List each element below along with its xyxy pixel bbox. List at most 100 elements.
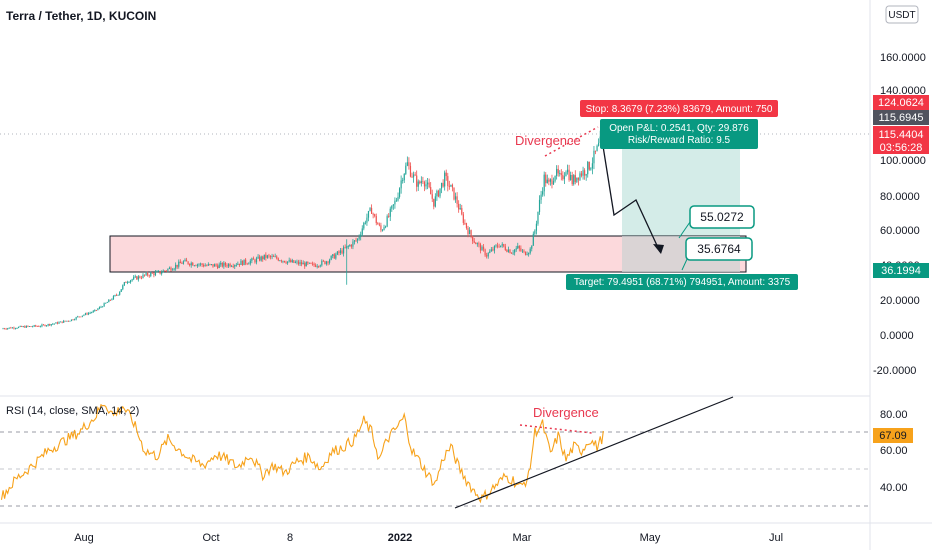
candle-body [439, 188, 441, 197]
candle-body [492, 249, 494, 251]
time-axis[interactable]: Aug Oct 8 2022 Mar May Jul [74, 532, 783, 544]
candle-body [125, 282, 127, 283]
rsi-trendline[interactable] [454, 396, 734, 509]
candle-body [501, 244, 503, 246]
countdown-text: 03:56:28 [880, 142, 923, 154]
candle-body [434, 196, 436, 207]
candle-body [56, 322, 59, 324]
candle-body [532, 233, 534, 246]
candle-body [360, 234, 362, 237]
candle-body [280, 260, 282, 262]
candle-body [557, 168, 559, 174]
candle-body [517, 245, 519, 249]
candle-body [349, 245, 351, 247]
candle-body [18, 326, 20, 328]
rsi-divergence-label[interactable]: Divergence [533, 405, 599, 420]
candle-body [210, 264, 213, 265]
price-divergence-label[interactable]: Divergence [515, 133, 581, 148]
candle-body [593, 150, 595, 164]
candle-body [428, 182, 430, 188]
candle-body [335, 254, 337, 259]
candle-body [414, 174, 416, 176]
price-callout-1[interactable]: 55.0272 [678, 205, 755, 239]
candle-body [510, 253, 513, 254]
candle-body [475, 242, 477, 245]
candle-body [330, 255, 332, 260]
candle-body [49, 324, 51, 326]
candle-body [98, 307, 101, 309]
candle-body [392, 204, 394, 206]
price-tick: 60.0000 [880, 225, 920, 237]
candle-body [598, 142, 600, 146]
candle-body [276, 256, 278, 259]
candle-body [257, 256, 259, 259]
candle-body [389, 208, 391, 217]
candle-body [361, 228, 363, 235]
candle-body [97, 308, 99, 311]
candle-body [332, 254, 334, 256]
candle-body [444, 172, 446, 187]
candle-body [164, 270, 166, 272]
stop-label[interactable]: Stop: 8.3679 (7.23%) 83679, Amount: 750 [580, 100, 778, 117]
target-label[interactable]: Target: 79.4951 (68.71%) 794951, Amount:… [566, 274, 798, 290]
candle-body [417, 181, 419, 187]
candle-body [420, 181, 422, 184]
candle-body [204, 265, 206, 267]
symbol-title[interactable]: Terra / Tether, 1D, KUCOIN [6, 9, 156, 23]
time-tick: 2022 [388, 532, 412, 544]
currency-button[interactable]: USDT [885, 5, 919, 24]
candle-body [374, 214, 376, 217]
candle-body [140, 277, 143, 279]
rsi-label[interactable]: RSI (14, close, SMA, 14, 2) [6, 405, 139, 417]
candle-body [115, 295, 118, 296]
candle-body [5, 328, 7, 330]
candle-body [422, 181, 424, 183]
candle-body [411, 176, 413, 178]
rsi-axis[interactable]: 80.00 60.00 40.00 [880, 409, 908, 494]
candle-body [105, 302, 107, 304]
candle-body [430, 187, 432, 195]
price-tick: 100.0000 [880, 155, 926, 167]
rsi-line[interactable] [0, 403, 604, 504]
candle-body [302, 262, 304, 265]
candle-body [458, 203, 460, 210]
candle-body [112, 296, 115, 300]
price-tick: 140.0000 [880, 85, 926, 97]
candle-body [66, 320, 68, 322]
candle-body [316, 266, 318, 267]
time-tick: Mar [513, 532, 532, 544]
candle-body [548, 179, 550, 182]
projection-arrow[interactable] [602, 145, 664, 254]
candle-body [467, 228, 469, 235]
candle-body [363, 222, 365, 229]
candle-body [137, 276, 139, 280]
candle-body [594, 150, 597, 152]
last-price-badge: 115.4404 03:56:28 [873, 126, 929, 154]
candle-body [453, 187, 455, 200]
candle-body [181, 263, 183, 264]
candle-body [514, 249, 516, 253]
candle-body [245, 259, 247, 264]
candle-body [14, 328, 17, 330]
candle-body [279, 260, 281, 262]
price-callout-2[interactable]: 35.6764 [681, 237, 753, 271]
candle-body [378, 224, 380, 226]
candle-body [500, 245, 502, 247]
pnl-label[interactable]: Open P&L: 0.2541, Qty: 29.876 Risk/Rewar… [600, 119, 758, 149]
currency-button-label: USDT [888, 10, 915, 21]
candle-body [566, 169, 569, 173]
candle-body [229, 263, 231, 267]
candle-body [440, 182, 443, 189]
candle-body [184, 259, 186, 262]
candle-body [243, 259, 245, 266]
candle-body [447, 176, 449, 186]
candle-body [119, 291, 121, 295]
candle-body [515, 248, 517, 250]
candle-body [551, 179, 553, 185]
candle-body [58, 322, 60, 324]
candle-body [358, 236, 360, 239]
candle-body [546, 179, 548, 184]
candles-layer[interactable] [2, 130, 604, 330]
candle-body [356, 238, 359, 241]
